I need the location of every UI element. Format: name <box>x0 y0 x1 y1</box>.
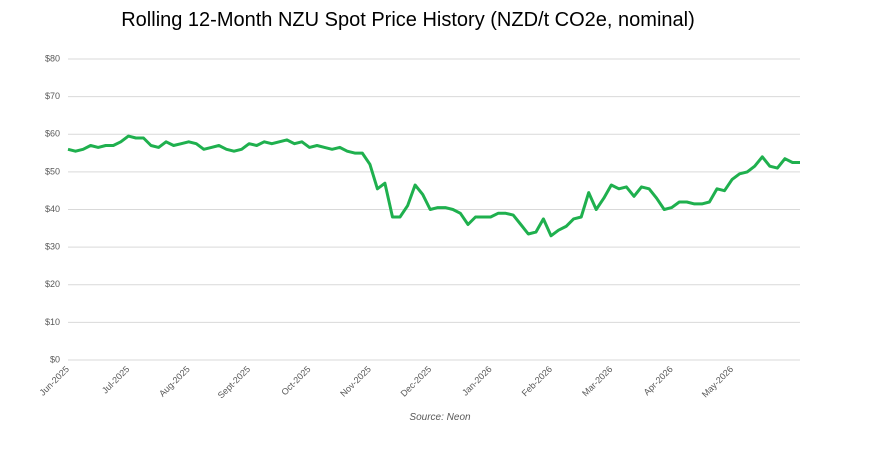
x-tick-label: Dec-2025 <box>399 364 434 399</box>
chart-title: Rolling 12-Month NZU Spot Price History … <box>121 9 695 31</box>
y-tick-label: $70 <box>45 91 60 101</box>
x-tick-label: Nov-2025 <box>338 364 373 399</box>
x-tick-label: Mar-2026 <box>580 364 614 398</box>
x-tick-label: Jun-2025 <box>37 364 71 398</box>
x-tick-label: Oct-2025 <box>279 364 312 397</box>
y-tick-label: $20 <box>45 279 60 289</box>
x-tick-label: Sept-2025 <box>216 364 252 400</box>
x-tick-label: Jan-2026 <box>460 364 494 398</box>
y-tick-label: $50 <box>45 166 60 176</box>
x-tick-label: Apr-2026 <box>642 364 675 397</box>
y-tick-label: $80 <box>45 53 60 63</box>
x-tick-label: Feb-2026 <box>520 364 554 398</box>
x-tick-label: May-2026 <box>700 364 735 399</box>
x-tick-label: Jul-2025 <box>100 364 131 395</box>
y-tick-label: $10 <box>45 317 60 327</box>
y-tick-label: $30 <box>45 242 60 252</box>
y-tick-label: $60 <box>45 129 60 139</box>
x-tick-label: Aug-2025 <box>157 364 192 399</box>
y-tick-label: $0 <box>50 354 60 364</box>
y-tick-label: $40 <box>45 204 60 214</box>
source-note: Source: Neon <box>409 412 471 423</box>
price-line <box>67 134 800 238</box>
